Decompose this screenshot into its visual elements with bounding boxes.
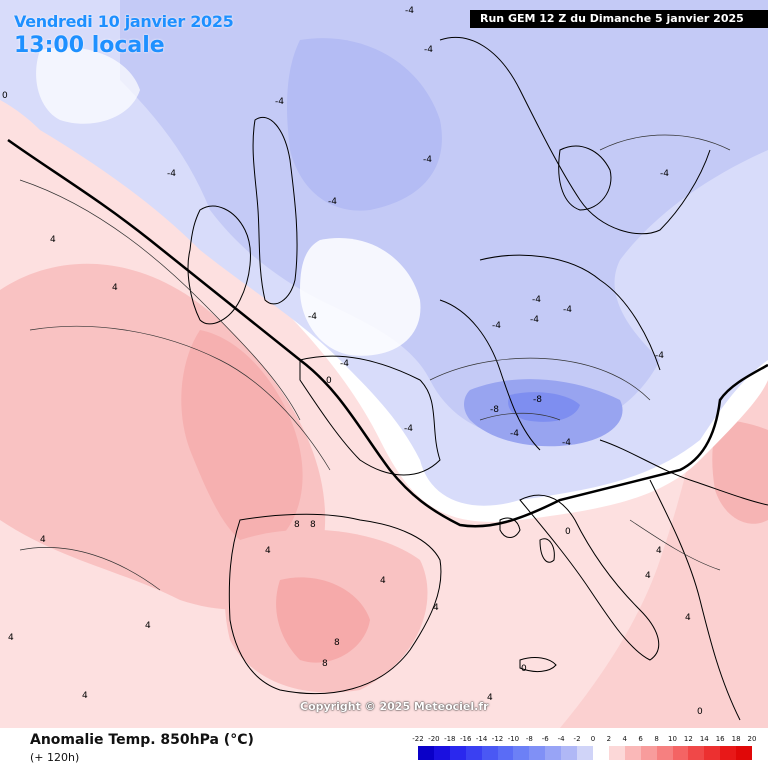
legend-label: -10 [507,735,520,743]
legend-label: 16 [715,735,725,743]
legend-swatch [497,746,514,760]
legend-swatch [608,746,625,760]
contour-label: 4 [685,613,691,623]
legend-swatch [433,746,450,760]
legend-label: 8 [654,735,659,743]
legend-label: 20 [747,735,757,743]
legend-swatch [577,746,593,760]
contour-label: -4 [340,359,349,369]
contour-label: -4 [405,6,414,16]
legend-swatch [592,746,609,760]
parameter-title: Anomalie Temp. 850hPa (°C) [30,732,254,748]
contour-label: 4 [645,571,651,581]
legend-swatch [624,746,641,760]
legend-label: 10 [668,735,677,743]
legend-swatch [529,746,546,760]
contour-label: -4 [532,295,541,305]
legend-label: -18 [444,735,456,743]
contour-label: 4 [112,283,118,293]
contour-label: -4 [424,45,433,55]
legend-swatch [736,746,753,760]
legend-swatch [513,746,530,760]
contour-label: -4 [563,305,572,315]
legend-label: 12 [683,735,693,743]
contour-label: 8 [334,638,340,648]
contour-label: 0 [521,664,527,674]
contour-label: 4 [8,633,14,643]
legend-label: -6 [541,735,549,743]
legend-swatch [704,746,721,760]
contour-label: -4 [423,155,432,165]
contour-label: -4 [660,169,669,179]
contour-label: 4 [82,691,88,701]
legend-label: -22 [412,735,424,743]
legend-swatch [449,746,466,760]
contour-label: -4 [328,197,337,207]
legend-label: 0 [590,735,596,743]
legend-label: -2 [573,735,581,743]
contour-label: 4 [40,535,46,545]
legend-label: -8 [525,735,533,743]
legend-swatch [545,746,562,760]
contour-label: 8 [322,659,328,669]
contour-label: -4 [530,315,539,325]
legend-swatch [672,746,689,760]
contour-label: -8 [490,405,499,415]
contour-label: -4 [562,438,571,448]
contour-label: 4 [265,546,271,556]
contour-label: 4 [50,235,56,245]
legend-labels: -22 -20 -18 -16 -14 -12 -10 -8 -6 -4 -2 0 2 4 6 8 10 12 14… [412,735,756,745]
legend-label: -14 [475,735,488,743]
legend-swatch [418,746,434,760]
contour-label: 0 [697,707,703,717]
legend-label: 2 [606,735,612,743]
contour-label: 8 [310,520,316,530]
forecast-time: 13:00 locale [14,33,165,58]
legend-swatch [465,746,482,760]
legend-label: 18 [731,735,741,743]
contour-label: 4 [380,576,386,586]
legend-swatch [688,746,705,760]
contour-label: -8 [533,395,542,405]
contour-label: -4 [404,424,413,434]
contour-label: -4 [492,321,501,331]
lead-time: (+ 120h) [30,751,80,764]
contour-label: -4 [655,351,664,361]
run-info: Run GEM 12 Z du Dimanche 5 janvier 2025 [470,10,768,28]
legend-label: -4 [557,735,565,743]
forecast-date: Vendredi 10 janvier 2025 [14,12,234,31]
contour-label: -4 [275,97,284,107]
contour-label: -4 [510,429,519,439]
legend-swatch [656,746,673,760]
legend-label: 14 [699,735,709,743]
color-scale [418,746,753,760]
contour-label: -4 [308,312,317,322]
legend-swatch [481,746,498,760]
legend-swatch [720,746,737,760]
legend-label: 4 [622,735,627,743]
contour-label: -4 [167,169,176,179]
legend-label: -12 [491,735,504,743]
legend-label: 6 [638,735,643,743]
copyright: Copyright © 2025 Meteociel.fr [300,700,489,713]
legend-label: -16 [459,735,472,743]
anomaly-map: -4 -4 -4 -4 -4 -4 -4 -4 -4 -4 -4 -4 -4 -… [0,0,768,728]
contour-label: 4 [487,693,493,703]
contour-label: 4 [433,603,439,613]
contour-label: 0 [2,91,8,101]
legend-swatch [561,746,578,760]
contour-label: 0 [326,376,332,386]
contour-label: 0 [565,527,571,537]
contour-label: 4 [145,621,151,631]
legend-swatch [640,746,657,760]
contour-label: 8 [294,520,300,530]
contour-label: 4 [656,546,662,556]
legend-label: -20 [428,735,440,743]
